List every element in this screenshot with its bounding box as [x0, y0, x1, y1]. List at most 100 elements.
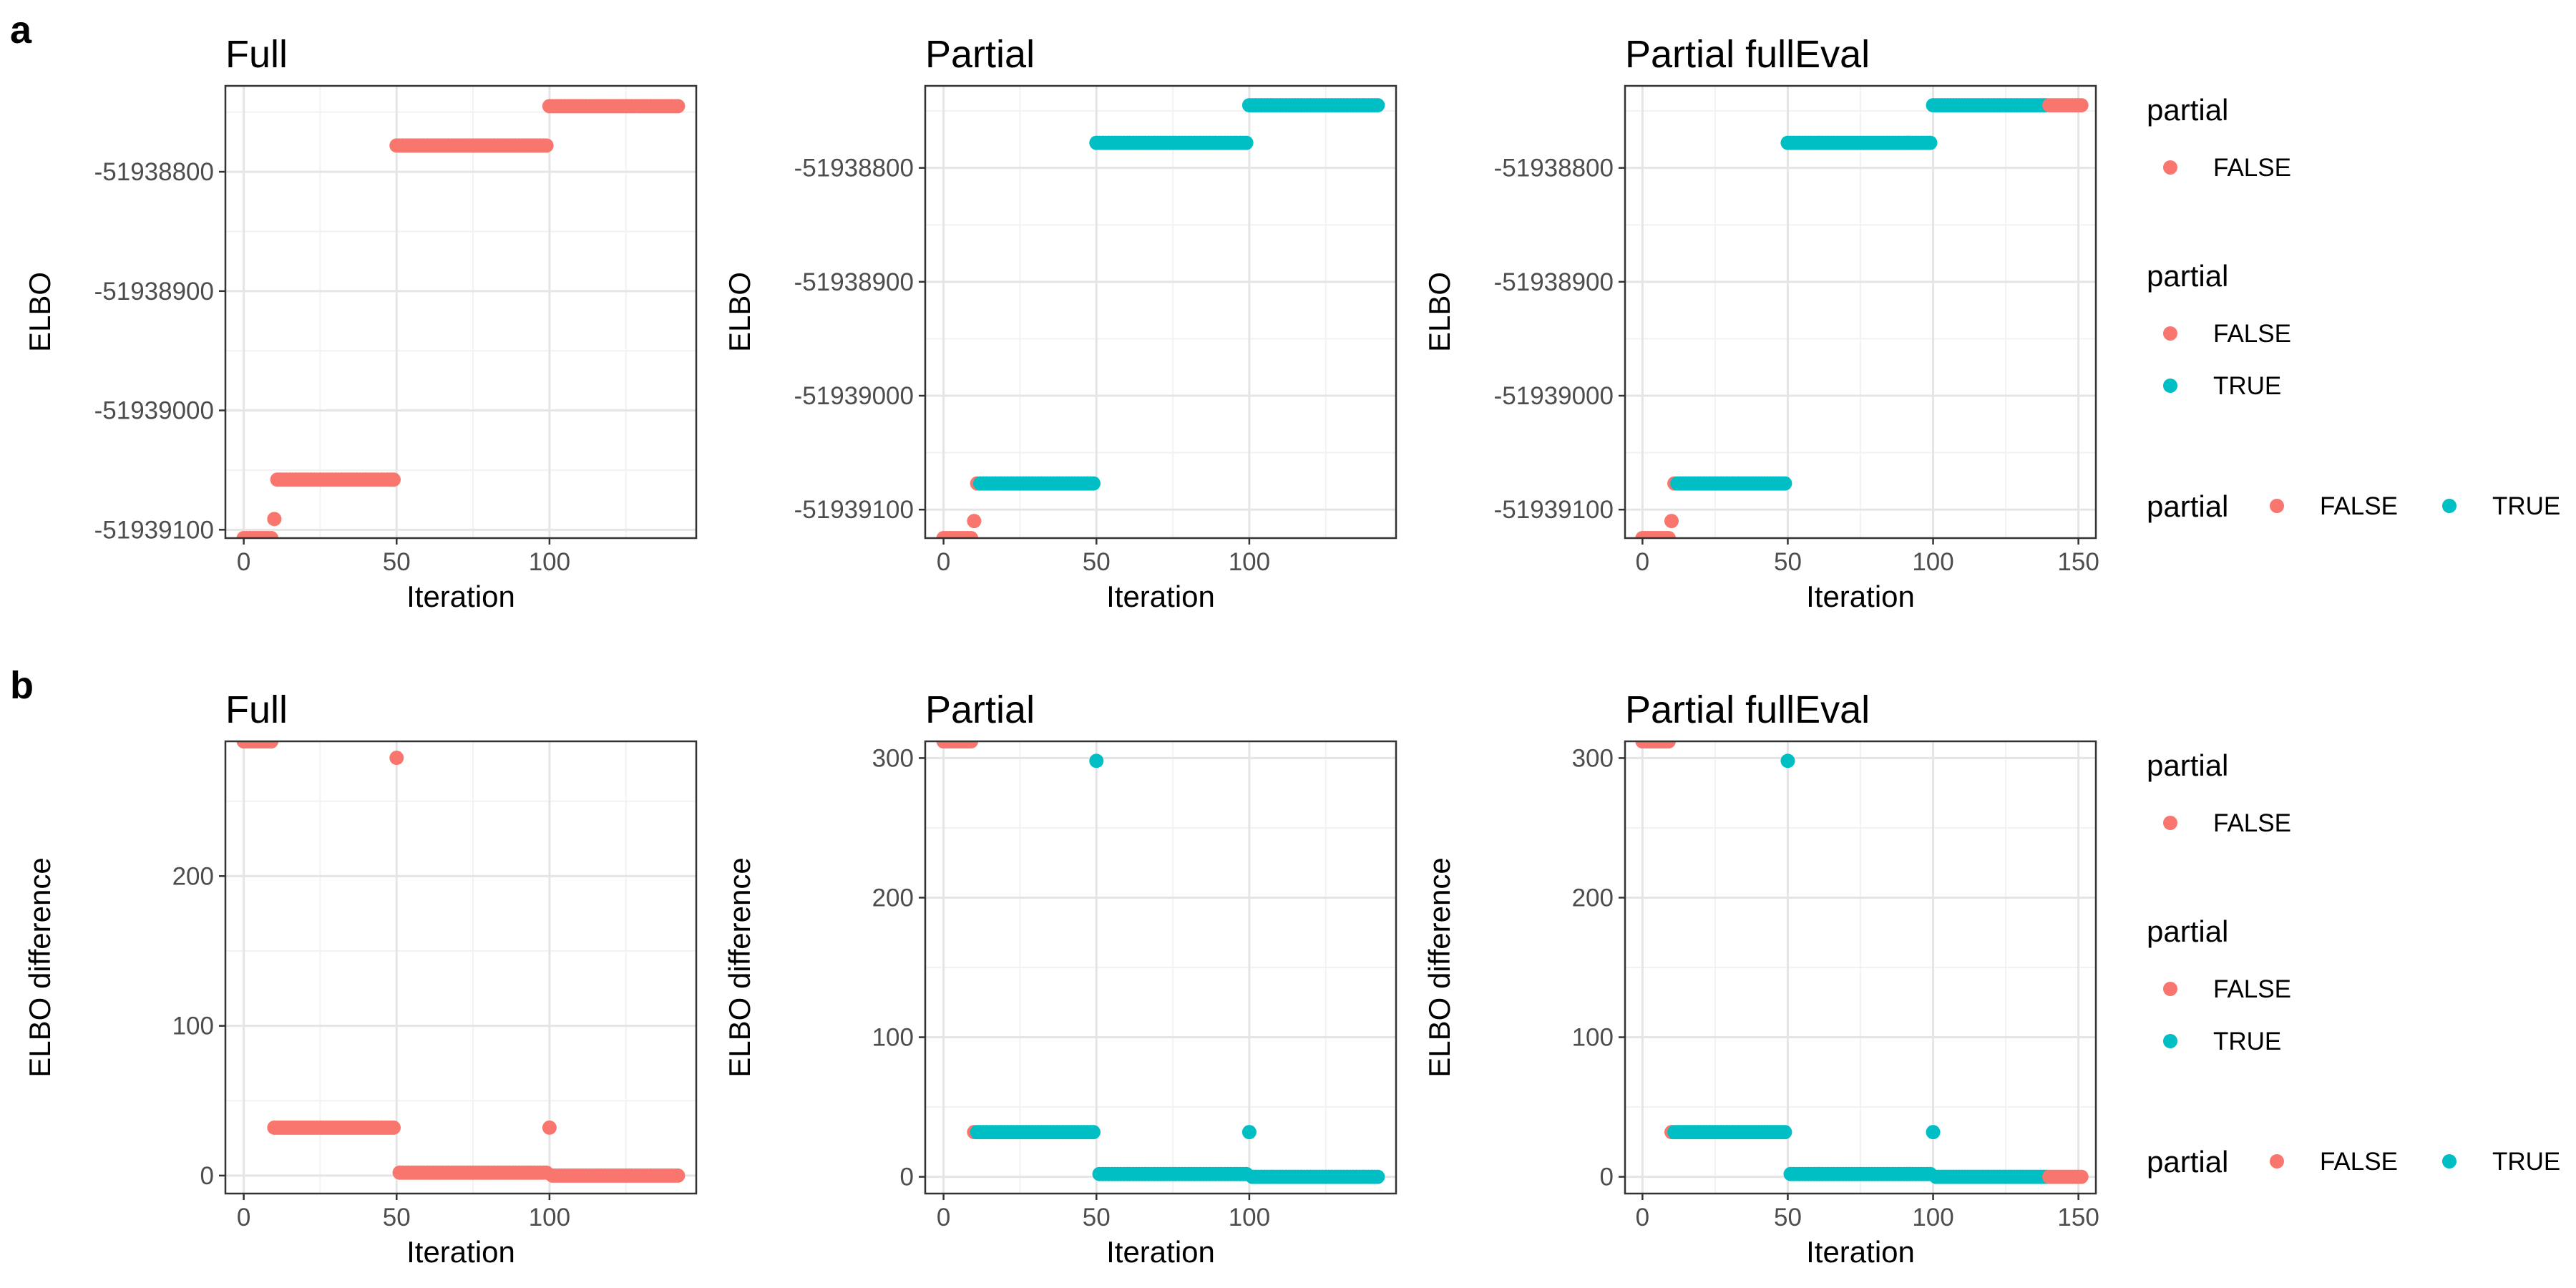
x-axis-title: Iteration — [1806, 580, 1915, 613]
series-points — [236, 99, 686, 538]
y-tick-label: -51938900 — [94, 278, 214, 306]
y-tick-label: -51939000 — [94, 397, 214, 425]
data-point — [2074, 98, 2089, 113]
y-tick-label: -51938800 — [94, 158, 214, 186]
data-point — [1086, 1125, 1101, 1140]
y-tick-label: 100 — [872, 1024, 914, 1052]
y-tick-label: 0 — [900, 1163, 914, 1191]
x-axis-title: Iteration — [406, 1235, 515, 1269]
data-point — [264, 531, 279, 538]
data-point — [1241, 1125, 1257, 1140]
legend-label-true: TRUE — [2492, 492, 2560, 520]
y-tick-label: 100 — [172, 1013, 214, 1040]
y-tick-label: 100 — [1572, 1024, 1614, 1052]
x-tick-label: 100 — [529, 548, 570, 576]
legend-title: partial — [2147, 1145, 2228, 1179]
panel-3: 0 50 100 150 -51939100 -51939000 -51938900 -519… — [1423, 33, 2099, 613]
legend-key-false — [2270, 499, 2284, 513]
data-point — [1926, 1125, 1941, 1140]
y-tick-label: 200 — [172, 862, 214, 890]
x-axis-title: Iteration — [406, 580, 515, 613]
legend-label-false: FALSE — [2320, 1148, 2398, 1176]
grid — [225, 86, 696, 538]
panel-background — [925, 86, 1396, 538]
legend-key-false — [2163, 326, 2177, 341]
legend-label-true: TRUE — [2492, 1148, 2560, 1176]
data-point — [1661, 741, 1676, 748]
x-axis-title: Iteration — [1106, 1235, 1215, 1269]
data-point — [2074, 1169, 2089, 1184]
y-tick-label: 300 — [872, 744, 914, 772]
x-tick-label: 100 — [529, 1204, 570, 1231]
legend-1-3: partial FALSE TRUE — [2147, 489, 2560, 523]
data-point — [1777, 476, 1792, 491]
data-point — [1086, 476, 1101, 491]
data-point — [1661, 531, 1676, 538]
y-axis-title: ELBO difference — [723, 857, 756, 1077]
panel-title: Partial fullEval — [1625, 33, 1870, 76]
x-tick-label: 50 — [1774, 548, 1802, 576]
y-tick-label: -51939100 — [794, 496, 914, 524]
x-tick-label: 100 — [1912, 1204, 1953, 1231]
y-axis-title: ELBO — [723, 272, 756, 352]
legend-label-false: FALSE — [2213, 809, 2291, 837]
panel-border — [924, 84, 1397, 540]
series-points — [1635, 98, 2089, 538]
x-tick-label: 50 — [1083, 1204, 1111, 1231]
panel-title: Partial fullEval — [1625, 688, 1870, 731]
legend-label-true: TRUE — [2213, 372, 2281, 400]
grid — [1625, 86, 2096, 538]
legend-key-false — [2163, 160, 2177, 175]
data-point — [1370, 1169, 1385, 1184]
x-axis-title: Iteration — [1106, 580, 1215, 613]
y-tick-label: 300 — [1572, 744, 1614, 772]
y-tick-label: 200 — [872, 884, 914, 912]
panel-title: Full — [225, 33, 288, 76]
panel-title: Full — [225, 688, 288, 731]
data-point — [267, 512, 282, 527]
panel-border — [224, 740, 698, 1195]
legend-key-true — [2442, 499, 2457, 513]
y-tick-label: 0 — [1600, 1163, 1614, 1191]
x-tick-label: 0 — [1636, 1204, 1649, 1231]
legend-label-false: FALSE — [2320, 492, 2398, 520]
y-tick-label: -51938800 — [1494, 155, 1614, 182]
panel-4: 0 50 100 0 100 200 Full Iteration ELBO differenc… — [23, 688, 698, 1269]
x-tick-label: 0 — [1636, 548, 1649, 576]
x-tick-label: 100 — [1229, 1204, 1270, 1231]
data-point — [967, 514, 982, 529]
legend-label-false: FALSE — [2213, 320, 2291, 348]
data-point — [386, 472, 401, 487]
legend-title: partial — [2147, 93, 2228, 127]
data-point — [670, 1168, 686, 1183]
data-point — [1664, 514, 1679, 529]
legend-label-false: FALSE — [2213, 154, 2291, 182]
legend-key-false — [2163, 982, 2177, 996]
x-tick-label: 150 — [2057, 548, 2099, 576]
x-tick-label: 50 — [383, 1204, 411, 1231]
legend-title: partial — [2147, 259, 2228, 293]
y-tick-label: -51939100 — [94, 516, 214, 544]
series-points — [936, 98, 1385, 538]
legend-title: partial — [2147, 914, 2228, 948]
data-point — [1780, 753, 1795, 769]
panels: 0 50 100 -51939100 -51939000 -51938900 -519388… — [23, 33, 2099, 1269]
data-point — [264, 741, 279, 748]
y-tick-label: 0 — [200, 1162, 214, 1190]
panel-border — [1624, 740, 2097, 1195]
data-point — [1923, 135, 1938, 150]
legend-2-2: partial FALSE TRUE — [2147, 914, 2291, 1055]
legend-label-true: TRUE — [2213, 1028, 2281, 1055]
legend-key-false — [2163, 816, 2177, 830]
x-tick-label: 50 — [1083, 548, 1111, 576]
series-points — [236, 741, 686, 1183]
data-point — [1370, 98, 1385, 113]
panel-title: Partial — [925, 33, 1035, 76]
y-tick-label: -51938800 — [794, 155, 914, 182]
data-point — [1239, 135, 1254, 150]
legend-key-false — [2270, 1154, 2284, 1169]
y-axis-title: ELBO difference — [1423, 857, 1456, 1077]
panel-6: 0 50 100 150 0 100 200 300 Partial fullEval Itera… — [1423, 688, 2099, 1269]
legend-2-3: partial FALSE TRUE — [2147, 1145, 2560, 1179]
y-tick-label: -51938900 — [794, 268, 914, 296]
